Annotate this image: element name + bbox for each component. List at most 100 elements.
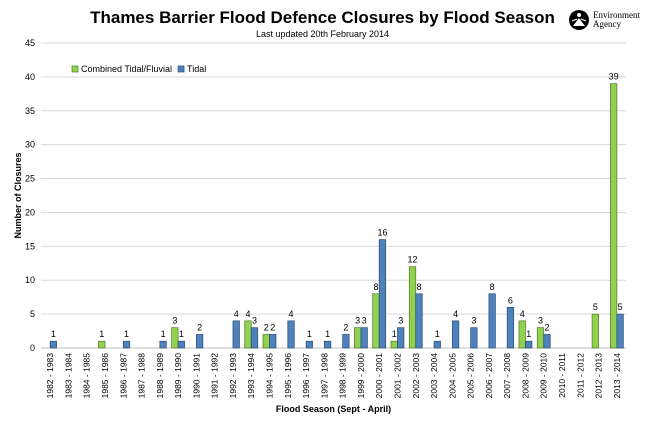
data-label: 1 xyxy=(179,329,184,339)
data-label: 3 xyxy=(398,316,403,326)
bar-tidal xyxy=(451,320,460,349)
chart-subtitle: Last updated 20th February 2014 xyxy=(255,29,390,39)
data-label: 3 xyxy=(172,316,177,326)
data-label: 8 xyxy=(373,282,378,292)
legend-swatch-tidal xyxy=(177,65,185,73)
bar-tidal xyxy=(397,327,405,349)
logo-emblem-icon xyxy=(569,10,589,30)
bar-tidal xyxy=(415,293,423,349)
y-tick-label: 20 xyxy=(25,207,35,217)
bar-combined xyxy=(98,340,106,349)
bar-tidal xyxy=(324,340,332,349)
x-tick-label: 2005 - 2006 xyxy=(466,353,476,399)
x-axis-title: Flood Season (Sept - April) xyxy=(276,404,391,414)
x-tick-label: 1986 - 1987 xyxy=(118,353,128,399)
bar-tidal xyxy=(378,239,387,349)
data-label: 4 xyxy=(234,309,239,319)
y-tick-label: 0 xyxy=(30,343,35,353)
x-tick-label: 1992 - 1993 xyxy=(228,353,238,399)
data-label: 4 xyxy=(289,309,294,319)
y-tick-label: 15 xyxy=(25,241,35,251)
bar-tidal xyxy=(342,334,350,349)
data-label: 3 xyxy=(362,316,367,326)
bar-tidal xyxy=(506,306,515,349)
bar-tidal xyxy=(269,334,277,349)
y-tick-label: 40 xyxy=(25,72,35,82)
bar-tidal xyxy=(250,327,259,349)
data-label: 3 xyxy=(538,316,543,326)
x-tick-label: 1988 - 1989 xyxy=(155,353,165,399)
data-label: 4 xyxy=(520,309,525,319)
x-tick-label: 1987 - 1988 xyxy=(137,353,147,399)
bar-tidal xyxy=(305,340,313,349)
legend-label: Tidal xyxy=(187,64,206,74)
data-label: 16 xyxy=(377,228,387,238)
x-tick-label: 2007 - 2008 xyxy=(502,353,512,399)
data-label: 1 xyxy=(51,329,56,339)
data-label: 3 xyxy=(355,316,360,326)
data-label: 1 xyxy=(392,329,397,339)
data-label: 1 xyxy=(161,329,166,339)
data-label: 8 xyxy=(490,282,495,292)
bar-combined xyxy=(536,327,545,349)
data-label: 2 xyxy=(264,322,269,332)
bar-tidal xyxy=(287,320,295,349)
legend-label: Combined Tidal/Fluvial xyxy=(81,64,172,74)
data-label: 3 xyxy=(471,316,476,326)
data-label: 1 xyxy=(124,329,129,339)
x-tick-label: 1983 - 1984 xyxy=(63,353,73,399)
data-label: 39 xyxy=(609,72,619,82)
x-tick-label: 2002 - 2003 xyxy=(411,353,421,399)
data-label: 1 xyxy=(435,329,440,339)
x-tick-label: 2013 - 2014 xyxy=(612,353,622,399)
x-tick-label: 1994 - 1995 xyxy=(265,353,275,399)
data-label: 4 xyxy=(453,309,458,319)
x-tick-label: 2006 - 2007 xyxy=(484,353,494,399)
data-label: 12 xyxy=(408,255,418,265)
data-label: 2 xyxy=(544,322,549,332)
x-tick-label: 1999 - 2000 xyxy=(356,353,366,399)
x-tick-label: 2012 - 2013 xyxy=(594,353,604,399)
bar-tidal xyxy=(433,340,441,349)
x-tick-label: 2010 - 2011 xyxy=(557,353,567,398)
data-label: 1 xyxy=(99,329,104,339)
data-label: 1 xyxy=(307,329,312,339)
bar-tidal xyxy=(543,334,551,349)
x-tick-label: 1990 - 1991 xyxy=(191,353,201,399)
bar-combined xyxy=(244,320,252,349)
x-tick-label: 2008 - 2009 xyxy=(520,353,530,399)
x-tick-label: 2003 - 2004 xyxy=(429,353,439,399)
data-label: 1 xyxy=(526,329,531,339)
x-tick-label: 1996 - 1997 xyxy=(301,353,311,399)
x-tick-label: 2011 - 2012 xyxy=(575,353,585,398)
bar-tidal xyxy=(470,327,478,349)
x-tick-label: 1982 - 1983 xyxy=(45,353,55,399)
data-label: 6 xyxy=(508,295,513,305)
x-tick-label: 1993 - 1994 xyxy=(246,353,256,399)
y-tick-label: 10 xyxy=(25,275,35,285)
bar-tidal xyxy=(616,313,624,349)
y-tick-label: 30 xyxy=(25,140,35,150)
bar-tidal xyxy=(525,340,533,349)
bar-combined xyxy=(171,327,179,349)
data-label: 4 xyxy=(245,309,250,319)
data-label: 3 xyxy=(252,316,257,326)
y-tick-label: 25 xyxy=(25,174,35,184)
data-label: 5 xyxy=(618,302,623,312)
bar-combined xyxy=(354,327,362,349)
environment-agency-logo: Environment Agency xyxy=(568,9,640,31)
bar-tidal xyxy=(196,334,204,349)
bar-combined xyxy=(262,334,270,349)
bar-combined xyxy=(408,266,417,349)
bar-tidal xyxy=(360,327,368,349)
bar-combined xyxy=(390,340,398,349)
x-tick-label: 1997 - 1998 xyxy=(319,353,329,399)
x-tick-label: 2004 - 2005 xyxy=(447,353,457,399)
bar-tidal xyxy=(232,320,240,349)
bar-combined xyxy=(518,320,526,349)
x-tick-label: 1984 - 1985 xyxy=(82,353,92,399)
data-label: 2 xyxy=(197,322,202,332)
data-label: 5 xyxy=(593,302,598,312)
data-label: 1 xyxy=(325,329,330,339)
